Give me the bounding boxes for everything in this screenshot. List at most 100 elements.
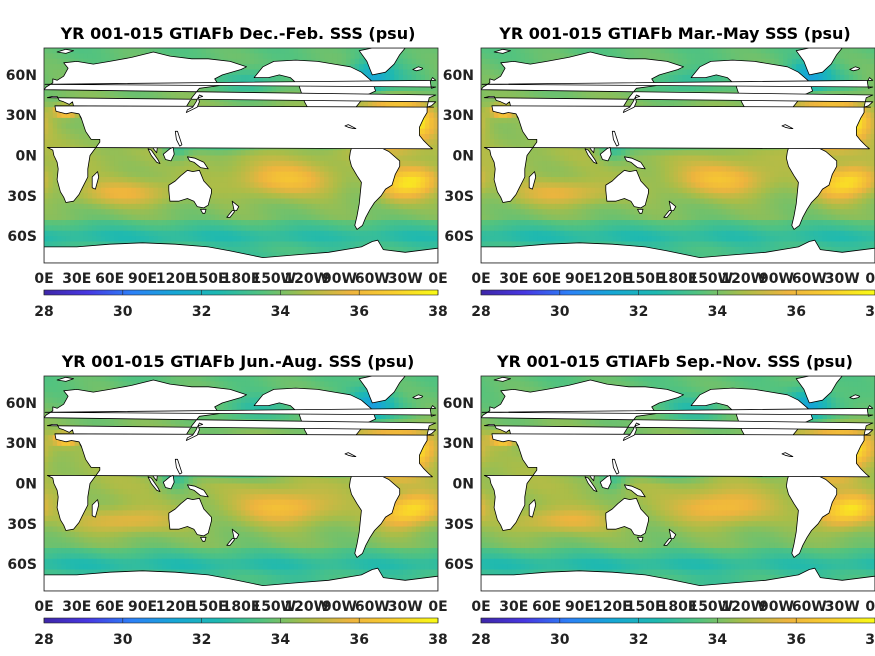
land-americaS: [785, 468, 838, 558]
land-svalbard: [56, 48, 74, 54]
lon-tick-label: 0E: [865, 599, 875, 615]
lon-tick-label: 30E: [499, 271, 528, 287]
colorbar-tick-label: 34: [708, 632, 728, 648]
land-cuba: [781, 452, 794, 458]
lon-tick-label: 120W: [284, 599, 329, 615]
colorbar-tick-label: 28: [34, 632, 53, 648]
lat-tick-label: 0N: [16, 149, 37, 165]
land-sumatra: [147, 476, 161, 493]
lon-tick-label: 60W: [355, 599, 390, 615]
land-japan: [622, 422, 641, 441]
lon-tick-label: 0E: [34, 599, 53, 615]
land-masses: [44, 48, 438, 263]
land-newzealand: [663, 528, 677, 546]
land-sumatra: [584, 148, 598, 165]
land-australia: [168, 497, 212, 537]
lon-tick-label: 150E: [189, 271, 228, 287]
land-newzealand: [226, 200, 240, 218]
colorbar-tick-label: 28: [34, 304, 53, 320]
land-uk: [44, 405, 437, 417]
lat-tick-label: 30N: [443, 436, 474, 452]
land-greenland: [795, 376, 843, 404]
land-uk: [481, 405, 874, 417]
lon-tick-label: 150W: [251, 271, 296, 287]
colorbar-tick-label: 36: [786, 304, 805, 320]
colorbar-tick-label: 32: [192, 632, 211, 648]
lon-tick-label: 0E: [428, 271, 447, 287]
land-phil: [611, 130, 620, 147]
land-uk: [481, 77, 874, 89]
land-greenland: [795, 48, 843, 76]
lat-tick-label: 30S: [7, 189, 37, 205]
land-japan: [185, 422, 204, 441]
land-nz: [200, 208, 207, 214]
lon-tick-label: 150W: [688, 271, 733, 287]
land-uk: [44, 77, 437, 89]
land-nz: [637, 208, 644, 214]
land-cuba: [781, 124, 794, 130]
land-newguinea: [186, 156, 209, 170]
land-masses: [44, 376, 438, 591]
land-japan: [622, 94, 641, 113]
land-borneo: [599, 146, 612, 162]
lon-tick-label: 120W: [284, 271, 329, 287]
lon-tick-label: 60E: [532, 599, 561, 615]
panel-title: YR 001-015 GTIAFb Jun.-Aug. SSS (psu): [61, 352, 415, 371]
colorbar-tick-label: 32: [192, 304, 211, 320]
colorbar-tick-label: 30: [550, 632, 570, 648]
lon-tick-label: 120E: [156, 271, 195, 287]
colorbar-tick-label: 34: [271, 632, 291, 648]
lat-tick-label: 30S: [444, 517, 474, 533]
map-panel-svg: YR 001-015 GTIAFb Sep.-Nov. SSS (psu) 60N…: [443, 352, 875, 648]
lon-tick-label: 120E: [593, 599, 632, 615]
land-svalbard: [493, 48, 511, 54]
land-phil: [611, 458, 620, 475]
land-newguinea: [186, 484, 209, 498]
lat-tick-label: 0N: [16, 477, 37, 493]
lon-tick-label: 0E: [471, 599, 490, 615]
land-masses: [481, 376, 875, 591]
lon-tick-label: 90W: [322, 271, 357, 287]
lon-tick-label: 0E: [865, 271, 875, 287]
lat-tick-label: 0N: [453, 149, 474, 165]
lat-tick-label: 60N: [443, 68, 474, 84]
lon-tick-label: 120E: [593, 271, 632, 287]
lon-tick-label: 60W: [792, 599, 827, 615]
colorbar-tick-label: 38: [428, 304, 447, 320]
lon-tick-label: 90W: [322, 599, 357, 615]
colorbar-tick-label: 34: [271, 304, 291, 320]
lon-tick-label: 120W: [721, 599, 766, 615]
map-panel-svg: YR 001-015 GTIAFb Jun.-Aug. SSS (psu) 60N…: [6, 352, 448, 648]
lon-tick-label: 60W: [792, 271, 827, 287]
lat-tick-label: 30N: [443, 108, 474, 124]
lon-tick-label: 60E: [95, 271, 124, 287]
land-iceland: [849, 394, 861, 400]
map-panel-svg: YR 001-015 GTIAFb Mar.-May SSS (psu) 60N 3…: [443, 24, 875, 320]
colorbar-tick-label: 30: [113, 632, 133, 648]
lat-tick-label: 60S: [7, 557, 37, 573]
map-frame: [480, 375, 875, 592]
lat-tick-label: 0N: [453, 477, 474, 493]
lon-tick-label: 0E: [34, 271, 53, 287]
lon-tick-label: 150E: [189, 599, 228, 615]
colorbar-tick-label: 32: [629, 632, 648, 648]
lon-tick-label: 120E: [156, 599, 195, 615]
land-cuba: [344, 452, 357, 458]
land-australia: [605, 497, 649, 537]
panel-sep-nov: YR 001-015 GTIAFb Sep.-Nov. SSS (psu) 60N…: [437, 328, 875, 656]
lon-tick-label: 90E: [565, 271, 594, 287]
lon-tick-label: 60E: [95, 599, 124, 615]
colorbar-tick-label: 36: [786, 632, 805, 648]
colorbar: [480, 617, 875, 624]
lon-tick-label: 150E: [626, 271, 665, 287]
land-madagascar: [528, 499, 537, 518]
colorbar-tick-label: 36: [349, 632, 368, 648]
lon-tick-label: 180E: [659, 271, 698, 287]
land-madagascar: [91, 171, 100, 190]
lat-tick-label: 30S: [444, 189, 474, 205]
lon-tick-label: 90E: [565, 599, 594, 615]
land-australia: [605, 169, 649, 209]
lon-tick-label: 180E: [222, 599, 261, 615]
land-greenland: [358, 376, 406, 404]
colorbar-tick-label: 32: [629, 304, 648, 320]
